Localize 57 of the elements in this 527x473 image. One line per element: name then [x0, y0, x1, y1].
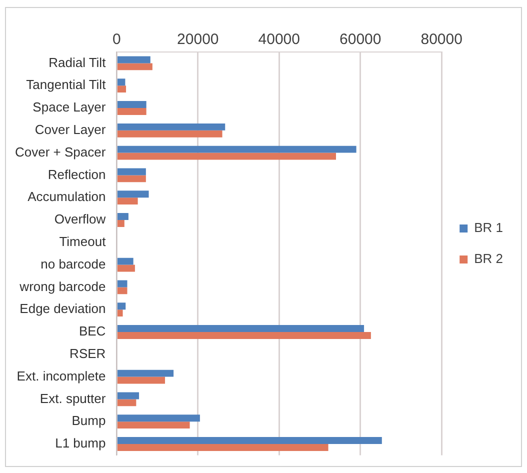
bar — [117, 332, 371, 339]
x-tick-label: 20000 — [177, 31, 219, 48]
bar — [117, 213, 128, 220]
bar — [117, 198, 138, 205]
y-tick-label: Tangential Tilt — [26, 77, 106, 92]
bar — [117, 264, 135, 272]
bar — [117, 130, 222, 138]
x-tick-label: 40000 — [258, 31, 300, 48]
y-tick-label: wrong barcode — [18, 278, 106, 294]
bar — [117, 190, 149, 198]
y-tick-label: Edge deviation — [20, 301, 106, 316]
bar — [117, 325, 364, 332]
bar — [117, 444, 328, 451]
bar — [117, 414, 200, 422]
bar — [117, 422, 190, 429]
bar — [117, 146, 356, 153]
y-tick-label: no barcode — [40, 256, 106, 272]
bar — [117, 370, 174, 377]
bar — [117, 86, 126, 93]
y-tick-label: L1 bump — [55, 436, 106, 451]
y-tick-label: Accumulation — [28, 189, 106, 204]
y-tick-label: RSER — [70, 346, 106, 361]
x-tick-label: 80000 — [420, 31, 462, 48]
y-tick-label: Radial Tilt — [48, 54, 106, 70]
bar — [117, 78, 126, 86]
y-tick-label: Ext. sputter — [40, 390, 106, 406]
bar — [117, 399, 136, 406]
legend-label: BR 2 — [474, 251, 504, 266]
y-tick-label: Cover + Spacer — [14, 144, 106, 160]
y-tick-label: Timeout — [59, 234, 106, 249]
y-tick-label: Space Layer — [32, 100, 106, 115]
bar — [117, 123, 226, 130]
x-tick-label: 0 — [112, 31, 121, 48]
bar — [117, 220, 124, 227]
y-tick-label: Reflection — [48, 166, 106, 182]
bar — [117, 258, 134, 265]
y-tick-label: Overflow — [54, 212, 106, 227]
bar — [117, 56, 150, 64]
bar — [117, 101, 146, 108]
bar — [117, 302, 126, 310]
bar — [117, 175, 146, 182]
legend-label: BR 1 — [474, 220, 504, 236]
y-tick-label: Cover Layer — [34, 122, 106, 137]
bar — [117, 392, 140, 400]
bar — [117, 280, 128, 288]
bar — [117, 376, 166, 384]
y-tick-label: BEC — [78, 324, 106, 339]
bar — [117, 437, 382, 444]
bar — [117, 63, 152, 70]
bar — [117, 168, 146, 176]
bar — [117, 310, 123, 317]
bar — [117, 287, 128, 294]
x-tick-label: 60000 — [340, 31, 382, 48]
bar — [117, 108, 146, 115]
bar — [117, 152, 336, 160]
y-tick-label: Ext. incomplete — [16, 368, 106, 384]
y-tick-label: Bump — [72, 413, 106, 428]
